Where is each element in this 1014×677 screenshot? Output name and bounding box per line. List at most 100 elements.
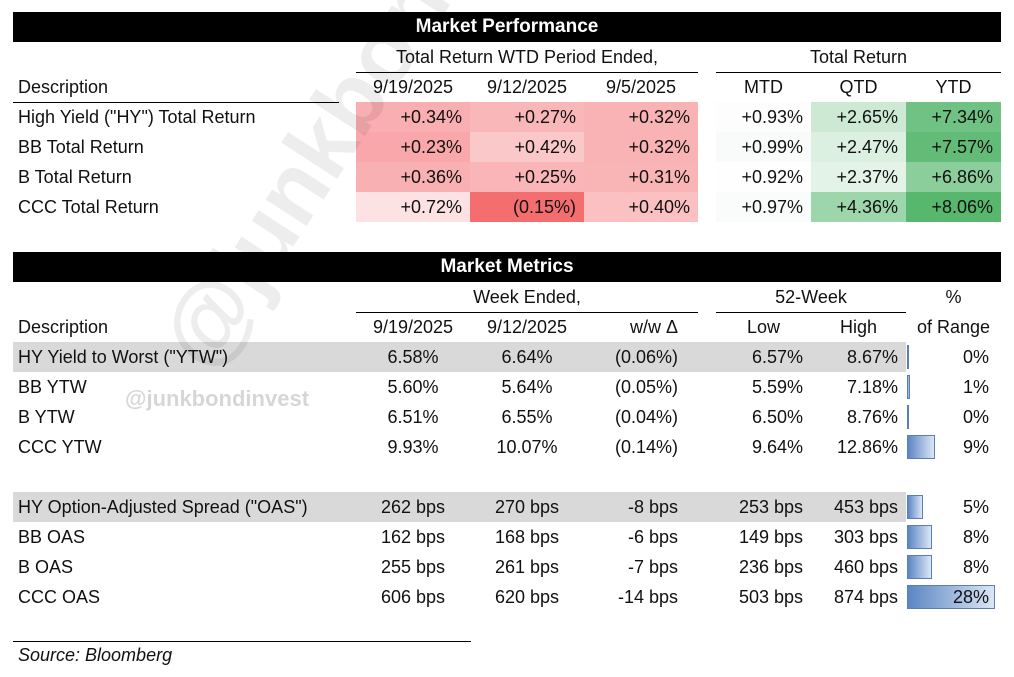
market-performance-title: Market Performance	[13, 12, 1001, 42]
perf-wtd-cell: +0.32%	[584, 132, 698, 162]
pct-range-bar	[907, 555, 932, 579]
metric-value-cell: 303 bps	[833, 527, 898, 547]
metric-value-cell: 10.07%	[496, 437, 558, 457]
metric-value-cell: 261 bps	[494, 557, 560, 577]
perf-header-rule	[13, 102, 339, 103]
perf-total-return-cell: +0.97%	[716, 192, 811, 222]
perf-total-return-cell: +7.57%	[906, 132, 1001, 162]
pct-range-bar	[907, 435, 935, 459]
perf-wtd-cell: +0.34%	[356, 102, 470, 132]
metric-value-cell: 7.18%	[846, 377, 898, 397]
perf-wtd-cell: +0.32%	[584, 102, 698, 132]
perf-total-return-cell: +6.86%	[906, 162, 1001, 192]
week-group-rule	[356, 312, 698, 313]
metric-row-label: CCC YTW	[18, 437, 102, 457]
metric-value-cell: 253 bps	[738, 497, 803, 517]
metrics-description-header: Description	[18, 317, 109, 337]
metric-value-cell: 620 bps	[494, 587, 560, 607]
metric-row-label: HY Option-Adjusted Spread ("OAS")	[18, 497, 308, 517]
perf-period-header: QTD	[839, 77, 878, 97]
perf-wtd-cell: +0.27%	[470, 102, 584, 132]
pct-range-bar	[907, 525, 932, 549]
metric-value-cell: 6.55%	[501, 407, 553, 427]
perf-row-label: B Total Return	[18, 167, 132, 187]
pct-range-value: 0%	[962, 347, 989, 367]
pct-range-bar	[907, 375, 910, 399]
pct-range-value: 8%	[962, 557, 989, 577]
perf-wtd-cell: +0.72%	[356, 192, 470, 222]
pct-range-bar	[907, 405, 909, 429]
metric-value-cell: 606 bps	[380, 587, 446, 607]
pct-range-header-bottom: of Range	[916, 317, 991, 337]
metric-value-cell: 8.67%	[846, 347, 898, 367]
metrics-col-header: 9/12/2025	[486, 317, 568, 337]
metric-value-cell: 6.50%	[751, 407, 803, 427]
metric-value-cell: 5.64%	[501, 377, 553, 397]
perf-period-header: MTD	[744, 77, 783, 97]
52-week-group-rule	[716, 312, 906, 313]
perf-total-return-cell: +7.34%	[906, 102, 1001, 132]
metric-row-label: BB YTW	[18, 377, 87, 397]
metric-value-cell: 9.64%	[751, 437, 803, 457]
pct-range-bar	[907, 495, 923, 519]
pct-range-value: 8%	[962, 527, 989, 547]
pct-range-header-top: %	[945, 287, 962, 307]
metric-value-cell: (0.04%)	[614, 407, 678, 427]
metric-value-cell: 503 bps	[738, 587, 803, 607]
metrics-col-header: High	[839, 317, 878, 337]
metric-value-cell: -7 bps	[627, 557, 678, 577]
metric-value-cell: 6.58%	[387, 347, 439, 367]
metric-value-cell: 255 bps	[380, 557, 446, 577]
perf-total-return-cell: +8.06%	[906, 192, 1001, 222]
wtd-group-header: Total Return WTD Period Ended,	[395, 47, 659, 67]
total-return-group-header: Total Return	[809, 47, 908, 67]
perf-date-header: 9/12/2025	[486, 77, 568, 97]
perf-total-return-cell: +0.99%	[716, 132, 811, 162]
metric-value-cell: (0.05%)	[614, 377, 678, 397]
pct-range-value: 9%	[962, 437, 989, 457]
52-week-group-header: 52-Week	[775, 287, 847, 307]
perf-wtd-cell: +0.36%	[356, 162, 470, 192]
metric-value-cell: 6.64%	[501, 347, 553, 367]
perf-total-return-cell: +0.93%	[716, 102, 811, 132]
source-note: Source: Bloomberg	[18, 645, 173, 665]
perf-total-return-cell: +4.36%	[811, 192, 906, 222]
metric-value-cell: 6.57%	[751, 347, 803, 367]
perf-description-header: Description	[18, 77, 109, 97]
pct-range-value: 1%	[962, 377, 989, 397]
metric-value-cell: 149 bps	[738, 527, 803, 547]
metric-row-label: CCC OAS	[18, 587, 101, 607]
week-ended-group-header: Week Ended,	[473, 287, 581, 307]
metric-value-cell: 5.59%	[751, 377, 803, 397]
perf-total-return-cell: +2.37%	[811, 162, 906, 192]
perf-date-header: 9/5/2025	[605, 77, 677, 97]
total-group-rule	[716, 72, 1001, 73]
metric-value-cell: 162 bps	[380, 527, 446, 547]
perf-period-header: YTD	[935, 77, 972, 97]
metric-value-cell: (0.06%)	[614, 347, 678, 367]
perf-wtd-cell: +0.40%	[584, 192, 698, 222]
metric-value-cell: 8.76%	[846, 407, 898, 427]
perf-total-return-cell: +0.92%	[716, 162, 811, 192]
perf-row-label: BB Total Return	[18, 137, 144, 157]
metric-value-cell: -8 bps	[627, 497, 678, 517]
perf-wtd-cell: +0.23%	[356, 132, 470, 162]
highlight-row-bg	[13, 342, 906, 372]
perf-wtd-cell: (0.15%)	[470, 192, 584, 222]
metric-value-cell: 460 bps	[833, 557, 898, 577]
metric-value-cell: 6.51%	[387, 407, 439, 427]
perf-wtd-cell: +0.42%	[470, 132, 584, 162]
metric-value-cell: 453 bps	[833, 497, 898, 517]
market-metrics-title: Market Metrics	[13, 252, 1001, 282]
metric-value-cell: (0.14%)	[614, 437, 678, 457]
metric-row-label: B OAS	[18, 557, 74, 577]
metric-row-label: B YTW	[18, 407, 75, 427]
metrics-col-header: Low	[746, 317, 781, 337]
metric-value-cell: 236 bps	[738, 557, 803, 577]
metric-value-cell: 5.60%	[387, 377, 439, 397]
highlight-row-bg	[13, 492, 906, 522]
pct-range-bar	[907, 345, 909, 369]
metric-value-cell: 9.93%	[387, 437, 439, 457]
source-rule	[13, 641, 471, 642]
pct-range-bar	[907, 585, 995, 609]
